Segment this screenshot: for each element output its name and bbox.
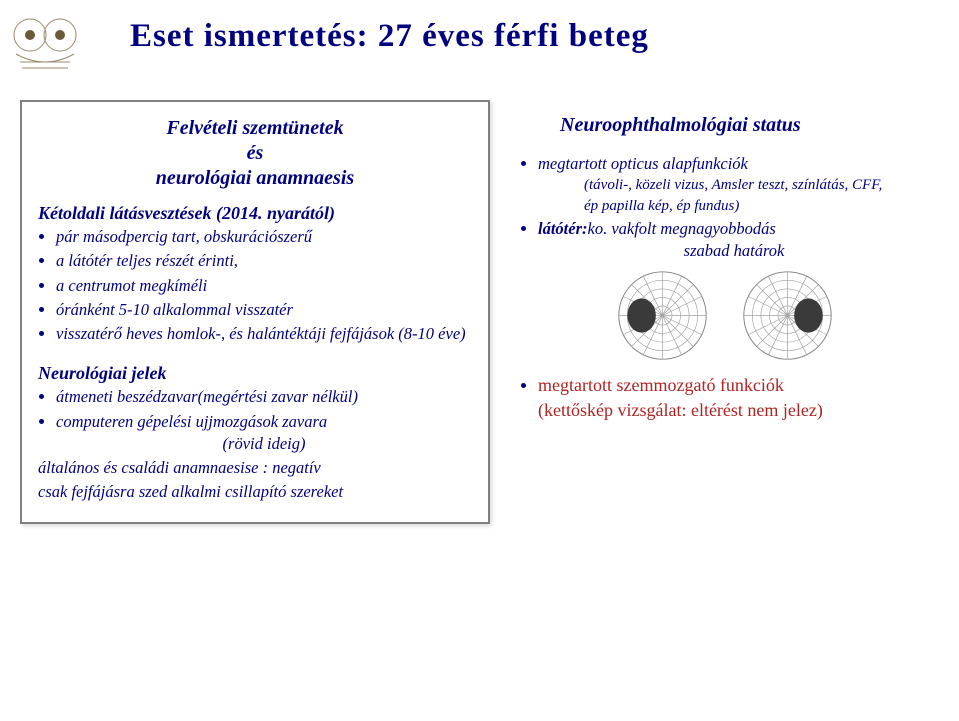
- list-item: megtartott szemmozgató funkciók (kettősk…: [538, 373, 930, 422]
- block2-list: átmeneti beszédzavar(megértési zavar nél…: [56, 386, 472, 455]
- logo-emblem: [10, 10, 80, 80]
- block1-list: pár másodpercig tart, obskurációszerű a …: [56, 226, 472, 345]
- block2-head: Neurológiai jelek: [38, 363, 472, 384]
- list-item-text: megtartott opticus alapfunkciók: [538, 154, 748, 173]
- list-item: megtartott opticus alapfunkciók (távoli-…: [538, 153, 930, 216]
- block1-head: Kétoldali látásvesztések (2014. nyarától…: [38, 203, 472, 224]
- right-heading: Neuroophthalmológiai status: [520, 114, 930, 137]
- list-item: átmeneti beszédzavar(megértési zavar nél…: [56, 386, 472, 408]
- list-item-sub: (rövid ideig): [56, 433, 472, 455]
- left-panel: Felvételi szemtünetek és neurológiai ana…: [20, 100, 490, 524]
- left-heading: Felvételi szemtünetek és neurológiai ana…: [38, 116, 472, 191]
- list-item-sub: szabad határok: [538, 240, 930, 262]
- left-head-line2: és: [247, 142, 264, 164]
- right-list-2: megtartott szemmozgató funkciók (kettősk…: [538, 373, 930, 422]
- field-label: látótér:: [538, 219, 588, 238]
- list-item: látótér:ko. vakfolt megnagyobbodás szaba…: [538, 218, 930, 263]
- list-item: a centrumot megkíméli: [56, 275, 472, 297]
- list-item-sub: ép papilla kép, ép fundus): [584, 196, 930, 216]
- highlight-text: (kettőskép vizsgálat: eltérést nem jelez…: [538, 400, 823, 420]
- list-item: óránként 5-10 alkalommal visszatér: [56, 299, 472, 321]
- list-item-sub: (távoli-, közeli vizus, Amsler teszt, sz…: [584, 175, 930, 195]
- page-title: Eset ismertetés: 27 éves férfi beteg: [130, 18, 649, 55]
- left-head-line1: Felvételi szemtünetek: [166, 117, 343, 139]
- list-item: a látótér teljes részét érinti,: [56, 250, 472, 272]
- highlight-text: megtartott szemmozgató funkciók: [538, 375, 784, 395]
- field-value: ko. vakfolt megnagyobbodás: [588, 219, 776, 238]
- right-panel: Neuroophthalmológiai status megtartott o…: [510, 100, 940, 434]
- list-item: pár másodpercig tart, obskurációszerű: [56, 226, 472, 248]
- visual-field-left-icon: [615, 268, 710, 363]
- left-head-line3: neurológiai anamnaesis: [156, 167, 354, 189]
- footer-line: általános és családi anamnaesise : negat…: [38, 457, 472, 479]
- list-item: visszatérő heves homlok-, és halántéktáj…: [56, 323, 472, 345]
- list-item: computeren gépelési ujjmozgások zavara (…: [56, 411, 472, 456]
- list-item-text: computeren gépelési ujjmozgások zavara: [56, 412, 327, 431]
- footer-line: csak fejfájásra szed alkalmi csillapító …: [38, 481, 472, 503]
- visual-field-diagrams: [520, 268, 930, 363]
- right-list: megtartott opticus alapfunkciók (távoli-…: [538, 153, 930, 262]
- visual-field-right-icon: [740, 268, 835, 363]
